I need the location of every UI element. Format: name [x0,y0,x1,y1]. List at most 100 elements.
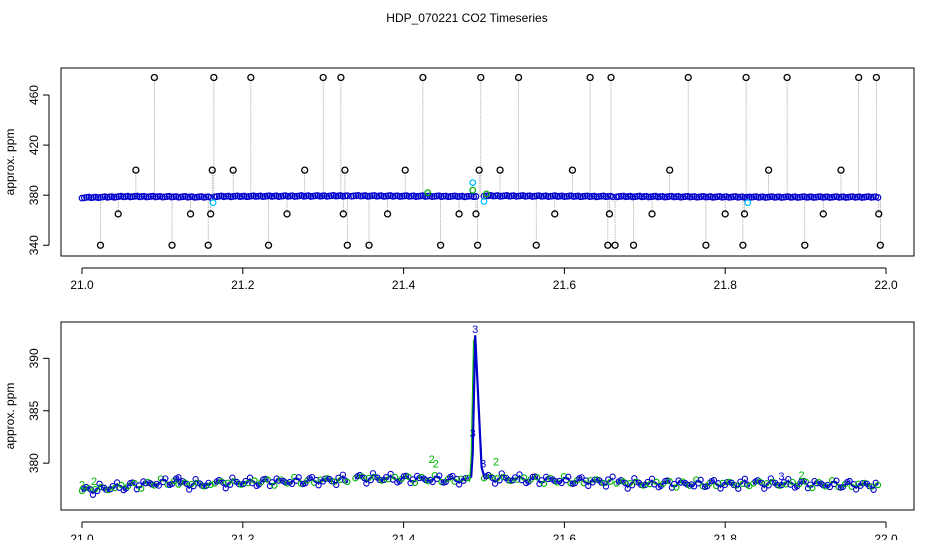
baseline-point [517,192,525,200]
series-point [333,481,340,489]
series-point [138,485,145,492]
baseline-point [195,193,203,201]
baseline-point [191,193,198,201]
y-tick-label: 340 [27,235,41,255]
series-point [602,483,610,490]
baseline-point [501,192,509,200]
baseline-point [604,193,612,200]
top-y-axis-label: approx. ppm [3,129,17,196]
chart-title: HDP_070221 CO2 Timeseries [386,11,547,25]
outlier-point [337,73,345,82]
baseline-point [597,192,605,200]
green-points [424,186,490,198]
series-point [186,486,193,493]
baseline-point [154,193,162,201]
outlier-point [702,241,710,249]
baseline-point [357,192,364,200]
series-point [666,478,673,485]
series-point [183,480,191,488]
outlier-point [419,73,427,82]
baseline-point [508,192,515,200]
baseline-point [405,192,413,200]
series-point [826,483,834,491]
cyan-point [469,179,477,187]
series-point [264,476,271,483]
outlier-point [343,241,351,249]
series-point [578,474,585,481]
series-point [514,476,521,483]
bottom-panel: approx. ppm 21.0 21.2 21.4 21.6 21.8 22.03803… [3,321,915,540]
baseline-point [161,193,169,201]
baseline-point [447,193,454,200]
baseline-point [593,193,600,201]
series-point [295,474,302,481]
bottom-y-axis-label: approx. ppm [3,383,17,450]
y-tick-label: 420 [27,135,41,155]
series-point [220,479,227,486]
spike-line-secondary [469,339,474,483]
series-point [387,470,394,478]
outlier-point [604,241,612,249]
baseline-point [352,192,360,200]
outlier-point [532,241,540,249]
outlier-point [739,241,747,249]
x-tick-label: 21.2 [231,278,255,292]
series-point [491,480,499,487]
spike-line [470,335,486,478]
baseline-point [565,192,573,200]
outlier-point [684,73,692,82]
series-point [624,485,631,492]
baseline-point [496,192,504,200]
series-point [735,485,742,492]
series-point [717,485,724,492]
outlier-point [247,73,255,82]
green-point [483,190,490,198]
baseline-point [492,192,499,200]
excursion-lines [100,77,881,246]
bottom-panel-frame [60,321,915,511]
series-point [646,480,653,488]
outlier-point [666,166,674,174]
outlier-point [436,241,445,249]
series-point [337,476,344,484]
baseline-point [554,193,561,200]
x-tick-label: 21.2 [231,532,255,540]
outlier-point [475,166,483,174]
series-point [436,472,443,479]
baseline-point [145,193,153,201]
baseline-point [431,192,438,200]
baseline-point [465,192,473,200]
baseline-point [382,192,390,200]
baseline-point [170,193,178,201]
baseline-point [556,192,564,200]
series-point [453,475,461,483]
baseline-point [136,193,143,201]
series-point [313,476,320,484]
series-point [582,477,590,484]
y-tick-label: 460 [27,85,41,105]
outlier-point [819,210,827,218]
baseline-point [193,193,201,201]
point-label: 2 [433,458,439,470]
x-axis: 21.0 21.2 21.4 21.6 21.8 22.0 [70,521,898,540]
baseline-point [366,192,374,200]
outlier-point [208,166,216,174]
outlier-point [855,73,863,82]
outlier-point [229,166,237,174]
baseline-point [528,193,536,200]
series-point [385,476,392,483]
outlier-point [742,73,750,82]
baseline-point [179,193,187,201]
series-point [226,481,234,488]
y-tick-label: 385 [27,400,41,420]
baseline-point [347,192,355,200]
outlier-point [837,166,845,174]
outlier-point [477,73,485,82]
series-point [846,477,853,485]
baseline-point [129,193,136,200]
baseline-point [375,192,383,200]
series-line [177,479,211,490]
series-point [429,478,436,486]
baseline-point [444,193,452,201]
outlier-point [210,73,218,82]
